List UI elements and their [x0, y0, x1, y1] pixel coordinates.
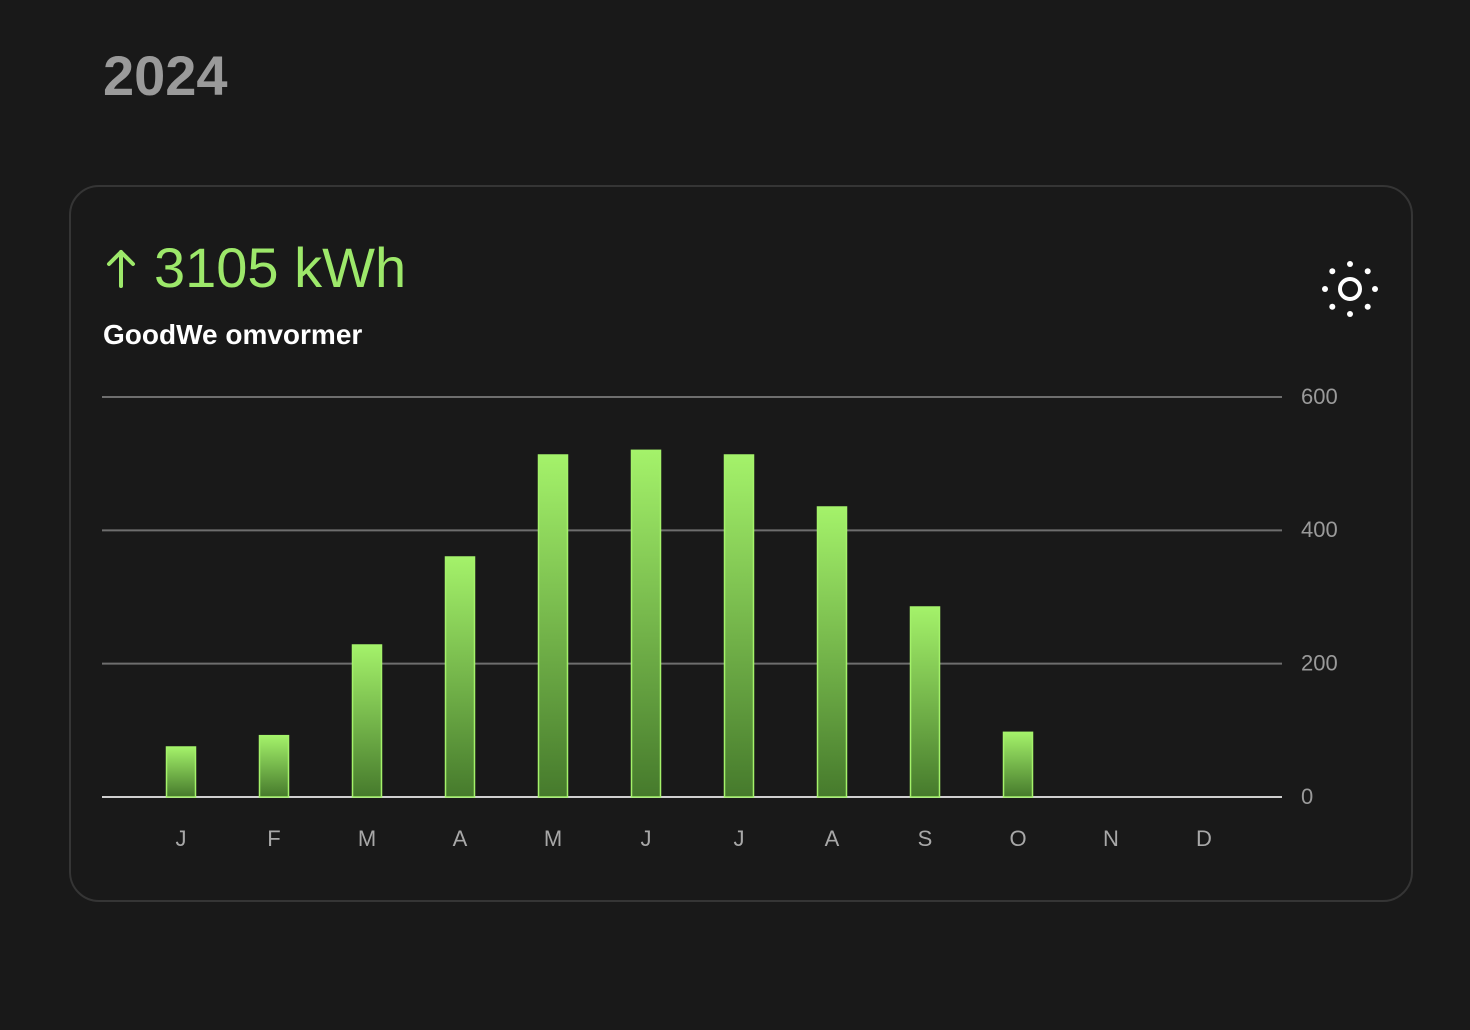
sun-icon[interactable]	[1320, 259, 1380, 319]
total-production: 3105 kWh	[104, 236, 406, 300]
arrow-up-icon	[107, 250, 135, 288]
page-title: 2024	[103, 44, 228, 107]
total-energy-value: 3105 kWh	[154, 236, 407, 299]
device-name: GoodWe omvormer	[103, 319, 363, 350]
